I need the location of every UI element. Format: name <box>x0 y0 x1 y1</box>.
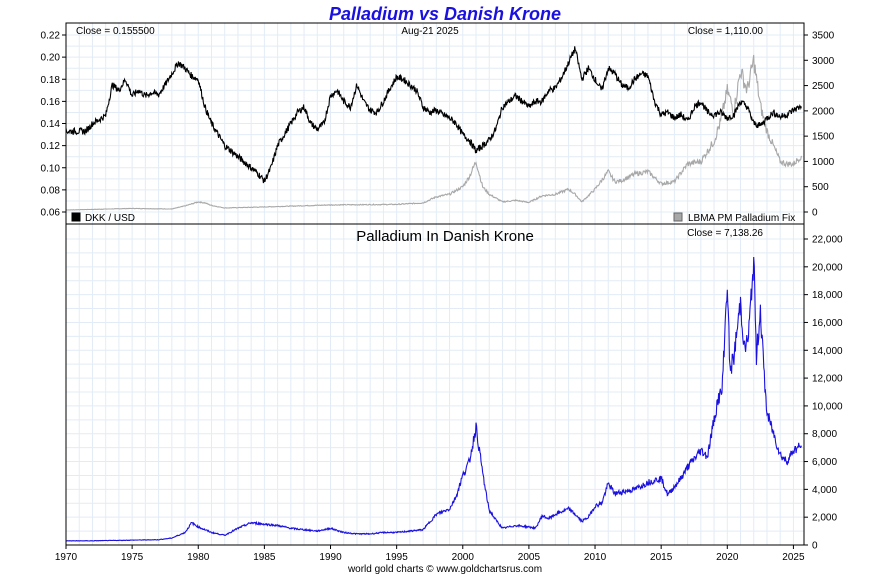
series-lbma-palladium-line <box>65 54 802 211</box>
x-tick-label: 1985 <box>253 552 276 563</box>
bottom-right-axis: 22,000 20,000 18,000 16,000 14,000 12,000 10,0… <box>804 235 843 552</box>
y-left-tick-label: 0.14 <box>41 119 61 130</box>
y-bottom-tick-label: 20,000 <box>812 262 843 273</box>
series-dkk-usd-line <box>65 46 802 184</box>
y-right-tick-label: 2000 <box>812 106 835 117</box>
legend-palladium-swatch <box>673 212 683 222</box>
bottom-close-label: Close = 7,138.26 <box>687 228 763 239</box>
top-grid <box>65 23 804 224</box>
x-tick-label: 1975 <box>121 552 144 563</box>
x-tick-label: 1980 <box>187 552 210 563</box>
y-bottom-tick-label: 4,000 <box>812 485 837 496</box>
y-bottom-tick-label: 0 <box>812 541 818 552</box>
y-right-tick-label: 500 <box>812 182 829 193</box>
y-left-tick-label: 0.08 <box>41 185 61 196</box>
top-series-layer <box>65 46 802 211</box>
top-right-axis: 3500 3000 2500 2000 1500 1000 500 0 <box>804 31 835 219</box>
x-axis: 1970 1975 1980 1985 1990 1995 2000 2005 2010 2015… <box>55 545 805 563</box>
y-bottom-tick-label: 16,000 <box>812 318 843 329</box>
y-bottom-tick-label: 14,000 <box>812 346 843 357</box>
x-tick-label: 2000 <box>452 552 475 563</box>
bottom-series-layer <box>66 256 802 542</box>
y-left-tick-label: 0.16 <box>41 97 61 108</box>
y-right-tick-label: 3000 <box>812 56 835 67</box>
bottom-panel: 22,000 20,000 18,000 16,000 14,000 12,000 10,0… <box>65 223 843 552</box>
legend-dkk-swatch <box>71 212 81 222</box>
legend-palladium-label: LBMA PM Palladium Fix <box>688 213 795 224</box>
y-bottom-tick-label: 6,000 <box>812 457 837 468</box>
footer-credit: world gold charts © www.goldchartsrus.co… <box>347 564 542 575</box>
x-tick-label: 2025 <box>782 552 805 563</box>
x-tick-label: 2015 <box>650 552 673 563</box>
y-right-tick-label: 2500 <box>812 81 835 92</box>
x-tick-label: 2020 <box>716 552 739 563</box>
close-left-label: Close = 0.155500 <box>76 26 155 37</box>
y-left-tick-label: 0.06 <box>41 208 61 219</box>
bottom-plot-area <box>66 224 804 545</box>
top-panel: 0.22 0.20 0.18 0.16 0.14 0.12 0.10 0.08 0.06 350… <box>41 22 835 225</box>
chart-title: Palladium vs Danish Krone <box>329 4 561 24</box>
y-left-tick-label: 0.18 <box>41 75 61 86</box>
y-left-tick-label: 0.12 <box>41 141 61 152</box>
x-tick-label: 1970 <box>55 552 78 563</box>
bottom-plot-frame <box>65 223 805 546</box>
y-right-tick-label: 1500 <box>812 132 835 143</box>
y-right-tick-label: 3500 <box>812 31 835 42</box>
x-tick-label: 2010 <box>584 552 607 563</box>
y-bottom-tick-label: 12,000 <box>812 374 843 385</box>
date-label: Aug-21 2025 <box>401 26 459 37</box>
y-right-tick-label: 0 <box>812 208 818 219</box>
y-bottom-tick-label: 10,000 <box>812 401 843 412</box>
y-bottom-tick-label: 8,000 <box>812 429 837 440</box>
series-palladium-dkk-line <box>66 256 802 542</box>
top-left-axis: 0.22 0.20 0.18 0.16 0.14 0.12 0.10 0.08 0.06 <box>41 31 66 219</box>
x-tick-label: 1995 <box>386 552 409 563</box>
y-right-tick-label: 1000 <box>812 157 835 168</box>
y-bottom-tick-label: 2,000 <box>812 513 837 524</box>
legend-dkk-label: DKK / USD <box>85 213 135 224</box>
y-bottom-tick-label: 18,000 <box>812 290 843 301</box>
x-tick-label: 2005 <box>518 552 541 563</box>
y-bottom-tick-label: 22,000 <box>812 235 843 246</box>
bottom-subtitle: Palladium In Danish Krone <box>356 228 534 245</box>
y-left-tick-label: 0.22 <box>41 31 61 42</box>
x-tick-label: 1990 <box>319 552 342 563</box>
y-left-tick-label: 0.20 <box>41 53 61 64</box>
close-right-label: Close = 1,110.00 <box>688 26 764 37</box>
y-left-tick-label: 0.10 <box>41 163 61 174</box>
